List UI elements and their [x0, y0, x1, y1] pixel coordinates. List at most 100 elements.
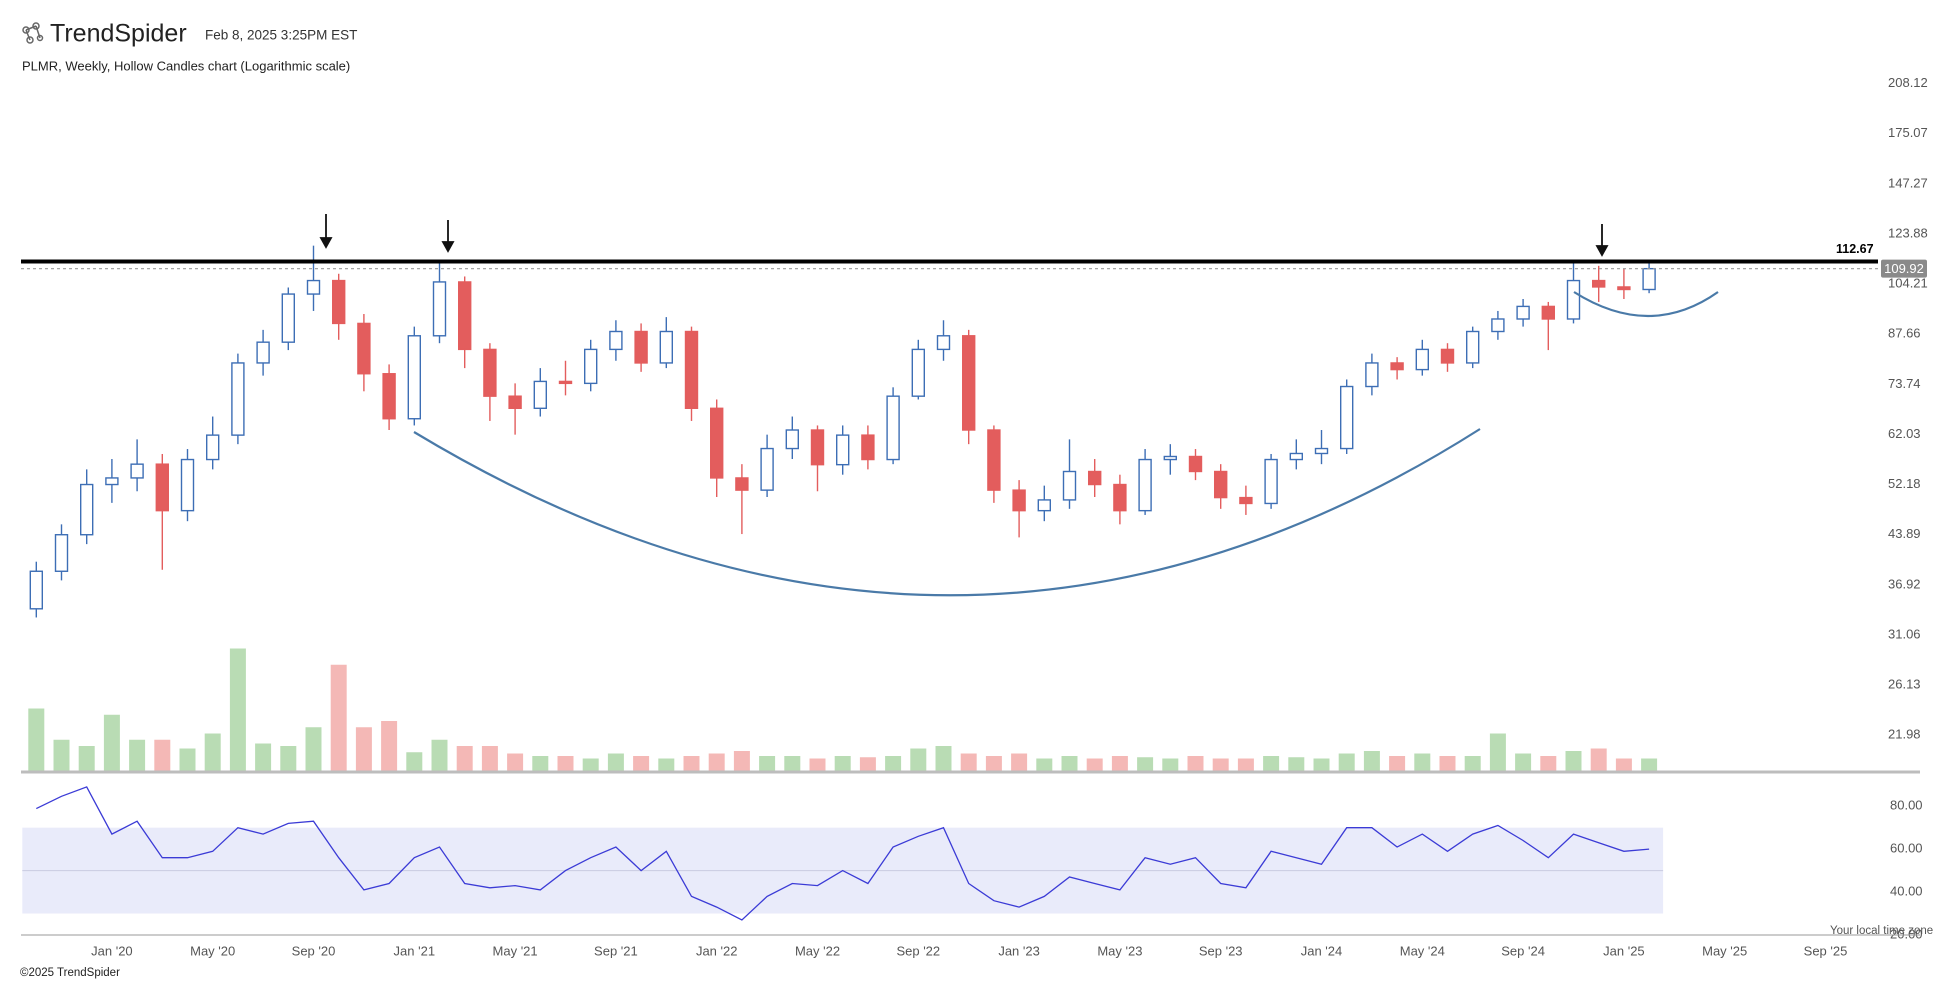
candle-body: [29, 570, 43, 610]
x-tick-label: Jan '22: [696, 943, 738, 958]
volume-bar: [557, 756, 574, 771]
candle-body: [407, 335, 421, 420]
volume-bar: [784, 756, 801, 771]
candle-body: [760, 447, 774, 491]
y-tick-label: 52.18: [1888, 476, 1921, 491]
y-tick-label: 87.66: [1888, 326, 1921, 341]
volume-bar: [103, 714, 120, 771]
candle-body: [1491, 318, 1505, 333]
volume-bar: [1540, 756, 1557, 771]
volume-bar: [1263, 756, 1280, 771]
volume-bar: [355, 727, 372, 771]
x-tick-label: May '21: [493, 943, 538, 958]
y-tick-label: 62.03: [1888, 426, 1921, 441]
volume-layer: [28, 648, 1658, 771]
volume-bar: [507, 753, 524, 771]
candle-body: [1465, 330, 1480, 364]
volume-bar: [28, 708, 45, 771]
candle-body: [180, 458, 195, 512]
volume-bar: [708, 753, 725, 771]
y-tick-label: 104.21: [1888, 276, 1928, 291]
y-tick-label: 43.89: [1888, 526, 1921, 541]
volume-bar: [985, 756, 1002, 771]
chart-title: PLMR, Weekly, Hollow Candles chart (Loga…: [22, 58, 350, 73]
x-tick-label: Jan '24: [1301, 943, 1343, 958]
y-tick-label: 175.07: [1888, 125, 1928, 140]
candle-body: [1566, 279, 1581, 320]
volume-bar: [1414, 753, 1431, 771]
candle-body: [1037, 499, 1052, 512]
candle-body: [684, 330, 699, 410]
volume-bar: [431, 739, 448, 771]
candle-body: [1213, 470, 1228, 499]
candle-body: [836, 434, 850, 466]
candle-body: [1188, 455, 1203, 473]
volume-bar: [683, 756, 700, 771]
volume-bar: [53, 739, 70, 771]
candle-body: [1415, 348, 1430, 371]
candle-body: [785, 429, 799, 450]
candle-body: [508, 395, 522, 410]
volume-bar: [1187, 756, 1204, 771]
candle-body: [886, 395, 900, 461]
candle-body: [634, 330, 648, 364]
arrows: [319, 214, 1609, 257]
volume-bar: [1137, 757, 1154, 771]
y-tick-label: 36.92: [1888, 576, 1921, 591]
volume-bar: [1439, 756, 1456, 771]
candle-body: [1314, 447, 1329, 455]
rsi-tick-label: 20.00: [1890, 926, 1923, 941]
volume-bar: [229, 648, 246, 771]
y-tick-label: 73.74: [1888, 376, 1921, 391]
candle-body: [1239, 496, 1253, 505]
volume-bar: [1061, 756, 1078, 771]
rsi-panel: 80.00 60.00 40.00 20.00: [22, 786, 1923, 941]
handle-curve: [1573, 291, 1719, 317]
candle-body: [1062, 470, 1077, 501]
candle-body: [483, 348, 497, 397]
candle-body: [79, 483, 94, 536]
x-tick-label: Sep '22: [896, 943, 940, 958]
y-tick-label: 123.88: [1888, 225, 1928, 240]
candle-body: [609, 330, 623, 351]
candle-body: [1440, 348, 1455, 364]
cup-curve: [413, 428, 1481, 597]
volume-bar: [834, 756, 851, 771]
candle-body: [584, 348, 598, 385]
volume-bar: [1641, 758, 1658, 771]
candle-body: [155, 463, 170, 512]
volume-bar: [78, 746, 95, 771]
candle-body: [1591, 279, 1606, 288]
volume-bar: [1363, 751, 1380, 771]
y-tick-label: 21.98: [1888, 727, 1921, 742]
volume-bar: [935, 746, 952, 771]
volume-bar: [129, 739, 146, 771]
candle-body: [1390, 362, 1404, 371]
x-tick-label: Jan '23: [998, 943, 1040, 958]
volume-bar: [885, 756, 902, 771]
last-price-box: [1881, 259, 1927, 278]
candle-body: [1087, 470, 1102, 486]
x-tick-label: Sep '20: [292, 943, 336, 958]
rsi-line: [36, 786, 1650, 921]
volume-bar: [1011, 753, 1028, 771]
candle-body: [987, 429, 1001, 491]
candle-body: [558, 380, 573, 385]
rsi-tick-label: 60.00: [1890, 841, 1923, 856]
candle-body: [1163, 455, 1178, 461]
candle-body: [1516, 305, 1530, 320]
candle-body: [54, 534, 69, 572]
x-tick-label: May '20: [190, 943, 235, 958]
volume-bar: [1237, 758, 1254, 771]
candle-body: [533, 380, 547, 410]
candle-body: [432, 281, 447, 337]
volume-bar: [406, 752, 423, 771]
x-tick-label: Jan '25: [1603, 943, 1645, 958]
candle-body: [810, 429, 825, 466]
volume-bar: [532, 756, 549, 771]
volume-bar: [1338, 753, 1355, 771]
candle-body: [105, 477, 119, 486]
candle-body: [1012, 489, 1026, 512]
